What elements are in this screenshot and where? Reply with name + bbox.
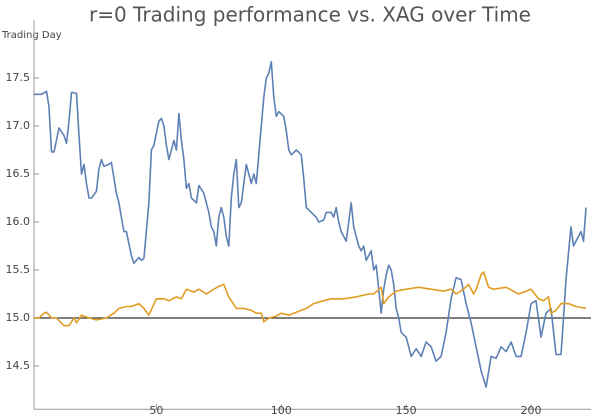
series-line [34,60,587,388]
y-tick-label: 15.0 [6,311,31,324]
y-tick-label: 14.5 [6,359,31,372]
y-tick-label: 17.5 [6,71,31,84]
y-tick-label: 17.0 [6,119,31,132]
y-tick-label: 15.5 [6,263,31,276]
series-line [34,271,587,327]
y-tick-label: 16.0 [6,215,31,228]
y-tick-label: 16.5 [6,167,31,180]
chart-title: r=0 Trading performance vs. XAG over Tim… [89,3,531,27]
x-tick-label: 150 [396,404,417,417]
x-tick-label: 200 [521,404,542,417]
y-axis-label: Trading Day [1,30,62,41]
x-tick-label: 100 [271,404,292,417]
x-tick-label: 50 [149,404,163,417]
